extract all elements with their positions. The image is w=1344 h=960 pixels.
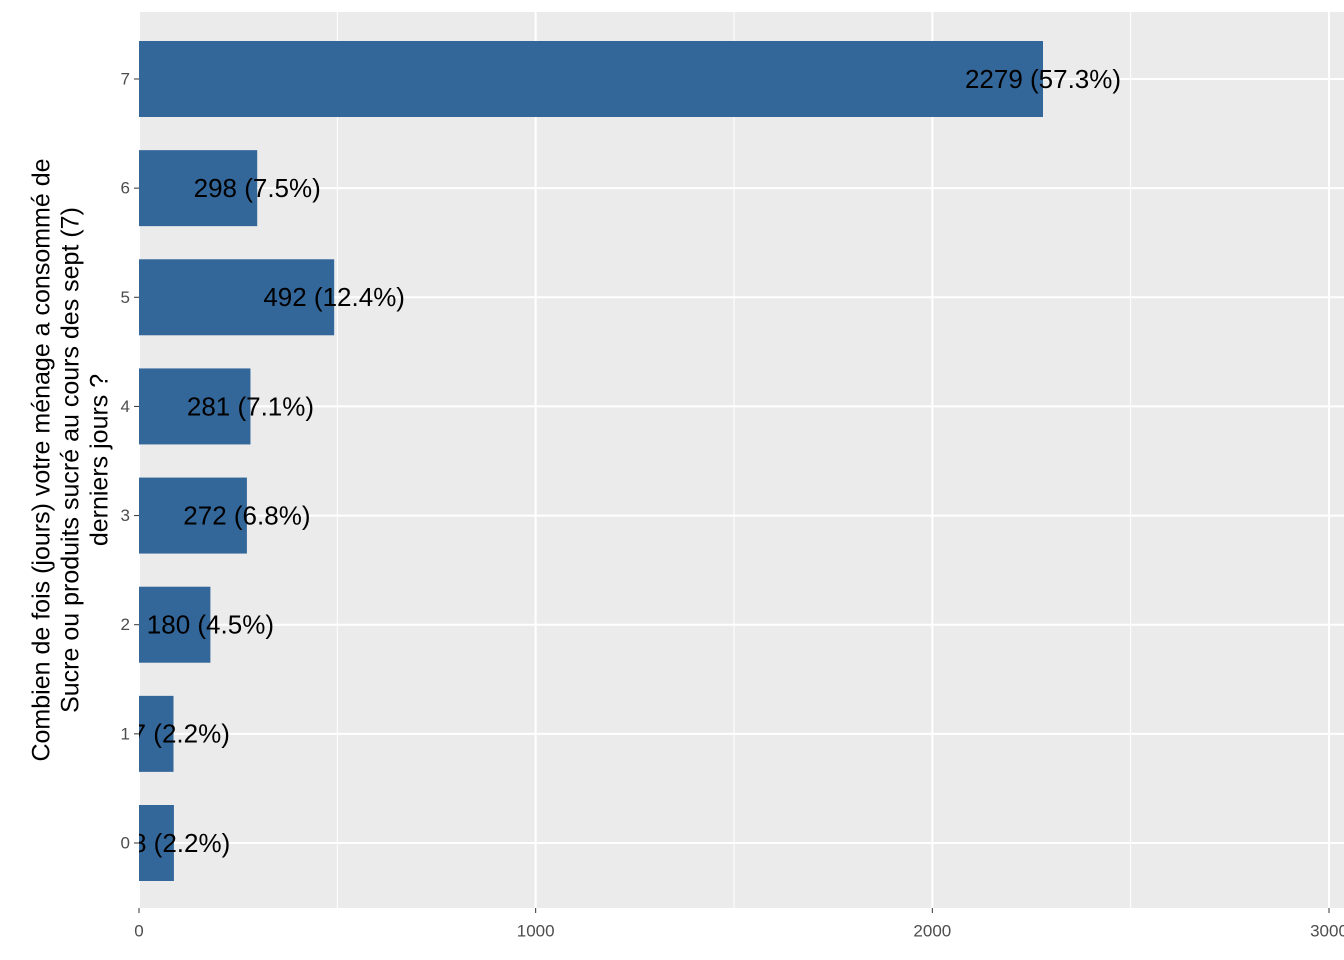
bar: [139, 586, 211, 663]
x-tick-label: 1000: [517, 921, 555, 940]
value-label: 88 (2.2%): [118, 828, 231, 858]
y-axis-title: Sucre ou produits sucré au cours des sep…: [57, 207, 85, 713]
y-axis-title: derniers jours ?: [86, 374, 114, 546]
bar: [139, 477, 247, 554]
bar: [139, 805, 174, 881]
y-axis-title: Combien de fois (jours) votre ménage a c…: [28, 158, 56, 761]
bar: [139, 259, 335, 336]
value-label: 281 (7.1%): [187, 391, 314, 421]
x-tick-label: 3000: [1310, 921, 1344, 940]
y-tick-label: 2: [121, 615, 130, 634]
value-label: 180 (4.5%): [147, 610, 274, 640]
value-label: 492 (12.4%): [263, 282, 405, 312]
bar: [139, 41, 1044, 117]
panel: [139, 12, 1344, 908]
value-label: 2279 (57.3%): [965, 64, 1121, 94]
x-tick-label: 0: [134, 921, 143, 940]
y-tick-label: 0: [121, 833, 130, 852]
y-tick-label: 4: [121, 397, 130, 416]
y-tick-label: 1: [121, 724, 130, 743]
bar: [139, 368, 251, 445]
x-tick-label: 2000: [913, 921, 951, 940]
bar: [139, 695, 174, 772]
value-label: 272 (6.8%): [183, 500, 310, 530]
value-label: 87 (2.2%): [117, 719, 230, 749]
y-tick-label: 5: [121, 288, 130, 307]
y-tick-label: 3: [121, 506, 130, 525]
value-label: 298 (7.5%): [194, 173, 321, 203]
y-tick-label: 6: [121, 179, 130, 198]
bar: [139, 150, 258, 227]
y-tick-label: 7: [121, 69, 130, 88]
